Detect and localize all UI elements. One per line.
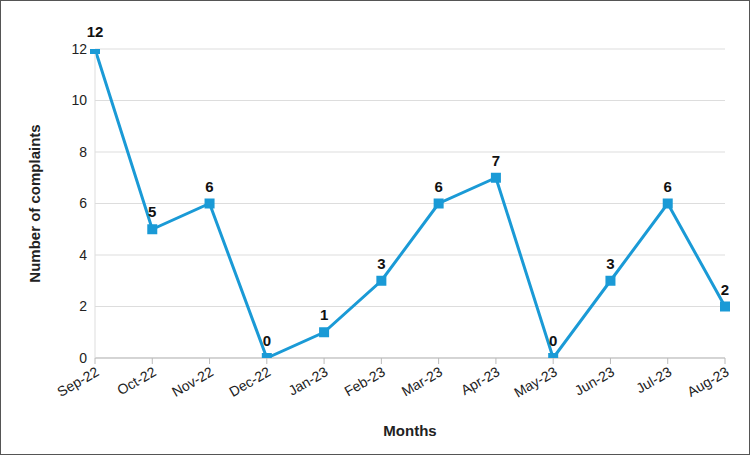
svg-text:0: 0 [549, 332, 557, 349]
svg-text:0: 0 [263, 332, 271, 349]
svg-text:Feb-23: Feb-23 [341, 363, 388, 399]
svg-text:7: 7 [492, 152, 500, 169]
svg-text:Jan-23: Jan-23 [285, 363, 330, 398]
svg-text:Nov-22: Nov-22 [169, 363, 216, 400]
svg-text:Jul-23: Jul-23 [633, 363, 674, 396]
svg-text:Aug-23: Aug-23 [684, 363, 731, 400]
svg-text:10: 10 [71, 92, 87, 108]
svg-text:6: 6 [205, 178, 213, 195]
svg-text:Number of complaints: Number of complaints [26, 124, 43, 282]
svg-text:6: 6 [434, 178, 442, 195]
svg-text:6: 6 [664, 178, 672, 195]
svg-text:0: 0 [79, 350, 87, 366]
svg-text:2: 2 [721, 281, 729, 298]
svg-text:Dec-22: Dec-22 [226, 363, 273, 400]
svg-text:Months: Months [383, 422, 436, 439]
svg-text:4: 4 [79, 247, 87, 263]
svg-text:8: 8 [79, 144, 87, 160]
svg-text:3: 3 [606, 255, 614, 272]
svg-text:2: 2 [79, 298, 87, 314]
svg-text:12: 12 [87, 23, 104, 40]
svg-text:6: 6 [79, 195, 87, 211]
svg-text:5: 5 [148, 203, 156, 220]
svg-text:Jun-23: Jun-23 [572, 363, 617, 398]
svg-text:Oct-22: Oct-22 [114, 363, 159, 398]
svg-text:Sep-22: Sep-22 [54, 363, 101, 400]
svg-text:12: 12 [71, 41, 87, 57]
svg-text:1: 1 [320, 306, 328, 323]
svg-text:Apr-23: Apr-23 [458, 363, 503, 398]
svg-text:May-23: May-23 [511, 363, 560, 400]
svg-text:Mar-23: Mar-23 [399, 363, 446, 399]
svg-text:3: 3 [377, 255, 385, 272]
